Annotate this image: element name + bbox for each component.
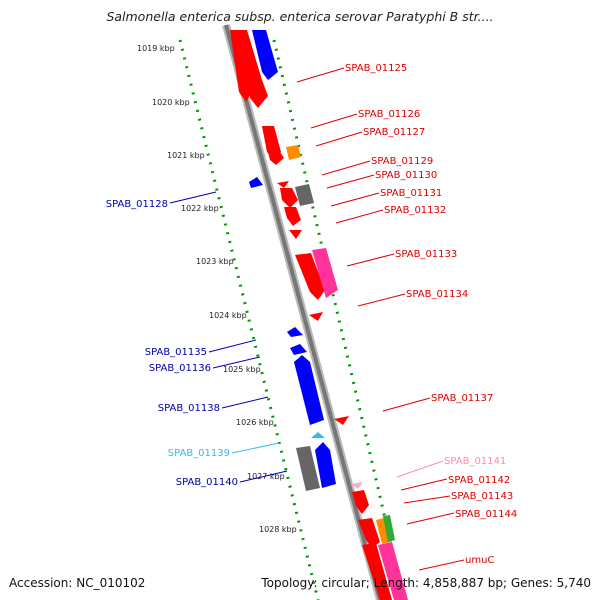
map-title: Salmonella enterica subsp. enterica sero…	[106, 9, 494, 24]
label-leader	[406, 512, 455, 525]
label-leader	[208, 339, 257, 353]
gene-feature[interactable]	[252, 30, 278, 80]
gene-label[interactable]: SPAB_01134	[406, 289, 468, 300]
gene-label[interactable]: SPAB_01126	[358, 109, 420, 120]
gene-label[interactable]: SPAB_01140	[176, 477, 238, 488]
gene-label[interactable]: SPAB_01144	[455, 509, 517, 520]
gene-feature[interactable]	[296, 446, 320, 491]
gene-label[interactable]: umuC	[465, 555, 494, 566]
outer-dotted-guide-left	[178, 39, 320, 600]
gene-label[interactable]: SPAB_01136	[149, 363, 211, 374]
label-leader	[382, 397, 431, 412]
gene-label[interactable]: SPAB_01143	[451, 491, 513, 502]
tick-label: 1027 kbp	[247, 472, 285, 481]
tick-label: 1021 kbp	[167, 151, 205, 160]
gene-label[interactable]: SPAB_01129	[371, 156, 433, 167]
gene-feature[interactable]	[249, 80, 268, 108]
label-leader	[403, 495, 451, 504]
gene-label[interactable]: SPAB_01142	[448, 475, 510, 486]
gene-feature[interactable]	[378, 542, 408, 600]
tick-label: 1020 kbp	[152, 98, 190, 107]
label-leader	[315, 131, 363, 147]
tick-label: 1028 kbp	[259, 525, 297, 534]
gene-feature[interactable]	[315, 442, 336, 488]
gene-feature[interactable]	[351, 482, 363, 489]
gene-label[interactable]: SPAB_01128	[106, 199, 168, 210]
gene-feature[interactable]	[362, 543, 392, 600]
gene-label[interactable]: SPAB_01131	[380, 188, 442, 199]
label-leader	[357, 293, 406, 307]
label-leader	[330, 192, 380, 207]
gene-feature[interactable]	[376, 518, 390, 544]
tick-label: 1026 kbp	[236, 418, 274, 427]
label-leader	[396, 460, 444, 478]
tick-label: 1019 kbp	[137, 44, 175, 53]
label-leader	[335, 209, 384, 224]
gene-feature[interactable]	[312, 248, 338, 298]
label-leader	[231, 442, 280, 454]
tick-label: 1025 kbp	[223, 365, 261, 374]
accession-text: Accession: NC_010102	[9, 576, 146, 590]
reverse-strand-genes[interactable]	[249, 30, 336, 491]
gene-label[interactable]: SPAB_01133	[395, 249, 457, 260]
gene-feature[interactable]	[352, 490, 369, 514]
gene-label[interactable]: SPAB_01132	[384, 205, 446, 216]
gene-label[interactable]: SPAB_01139	[168, 448, 230, 459]
gene-label[interactable]: SPAB_01130	[375, 170, 437, 181]
gene-label[interactable]: SPAB_01137	[431, 393, 493, 404]
label-leader	[346, 253, 395, 267]
forward-strand-genes[interactable]	[230, 30, 408, 600]
left-gene-labels[interactable]: SPAB_01128 SPAB_01135 SPAB_01136 SPAB_01…	[106, 191, 288, 488]
gene-label[interactable]: SPAB_01138	[158, 403, 220, 414]
label-leader	[400, 478, 448, 491]
gene-feature[interactable]	[358, 518, 380, 548]
gene-feature[interactable]	[334, 416, 349, 425]
gene-label[interactable]: SPAB_01135	[145, 347, 207, 358]
gene-feature[interactable]	[286, 145, 301, 160]
gene-feature[interactable]	[290, 344, 307, 355]
tick-label: 1024 kbp	[209, 311, 247, 320]
gene-feature[interactable]	[294, 355, 324, 425]
label-leader	[169, 191, 217, 204]
right-gene-labels[interactable]: SPAB_01125 SPAB_01126 SPAB_01127 SPAB_01…	[296, 63, 517, 571]
label-leader	[239, 470, 288, 483]
gene-feature[interactable]	[280, 188, 298, 208]
gene-feature[interactable]	[268, 152, 284, 165]
scale-ticks: 1019 kbp 1020 kbp 1021 kbp 1022 kbp 1023…	[137, 44, 297, 534]
gene-feature[interactable]	[311, 432, 325, 438]
genome-summary-text: Topology: circular; Length: 4,858,887 bp…	[261, 576, 591, 590]
label-leader	[296, 67, 345, 83]
gene-feature[interactable]	[295, 253, 325, 300]
gene-feature[interactable]	[277, 181, 289, 188]
label-leader	[321, 160, 371, 176]
label-leader	[212, 356, 261, 369]
label-leader	[418, 559, 465, 571]
gene-feature[interactable]	[287, 327, 303, 337]
gene-feature[interactable]	[383, 515, 395, 542]
backbone	[224, 24, 382, 600]
tick-label: 1023 kbp	[196, 257, 234, 266]
gene-feature[interactable]	[289, 230, 302, 239]
gene-feature[interactable]	[284, 207, 301, 226]
tick-label: 1022 kbp	[181, 204, 219, 213]
label-leader	[326, 174, 375, 189]
gene-label[interactable]: SPAB_01127	[363, 127, 425, 138]
gene-feature[interactable]	[249, 177, 263, 188]
gene-label[interactable]: SPAB_01125	[345, 63, 407, 74]
gene-feature[interactable]	[309, 312, 323, 321]
label-leader	[310, 113, 358, 129]
gene-label[interactable]: SPAB_01141	[444, 456, 506, 467]
gene-feature[interactable]	[295, 184, 314, 206]
label-leader	[221, 396, 269, 409]
